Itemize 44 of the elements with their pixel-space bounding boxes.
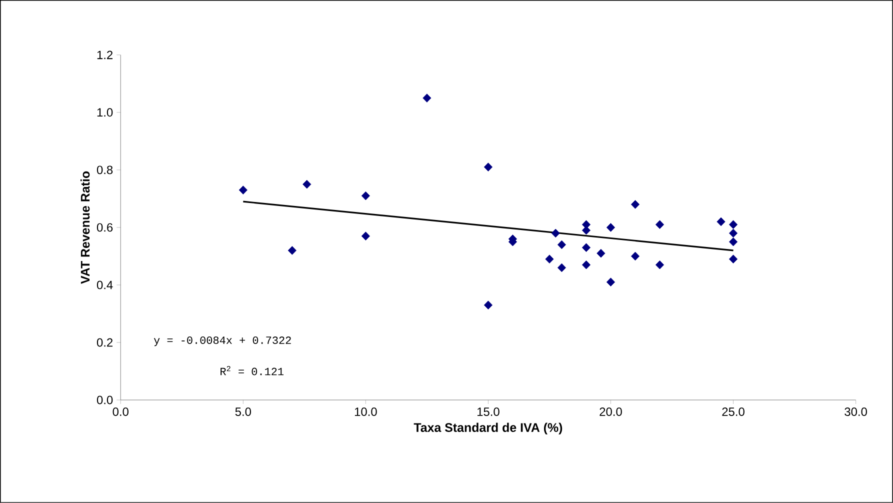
point xyxy=(655,260,664,270)
y-tick-label: 0.2 xyxy=(96,338,113,347)
y-tick-label: 1.0 xyxy=(97,108,113,117)
point xyxy=(582,260,591,270)
y-tick-label: 0.4 xyxy=(96,280,113,290)
point xyxy=(302,180,312,189)
y-tick-label: 1.2 xyxy=(97,50,113,60)
point xyxy=(361,232,370,240)
point xyxy=(630,200,640,209)
point xyxy=(582,243,591,252)
x-tick-label: 0.0 xyxy=(112,408,128,416)
point xyxy=(484,300,492,310)
point xyxy=(238,186,248,194)
point xyxy=(551,228,560,238)
y-tick-label: 0.0 xyxy=(96,396,113,404)
x-tick-label: 20.0 xyxy=(600,408,622,416)
point xyxy=(545,254,554,264)
point xyxy=(361,191,370,200)
point xyxy=(729,254,738,264)
x-axis-title: Taxa Standard de IVA (%) xyxy=(414,422,562,434)
point xyxy=(729,237,738,246)
annotation: y = -0.0084x + 0.7322 xyxy=(154,336,291,346)
x-tick-label: 25.0 xyxy=(722,408,744,416)
point xyxy=(716,217,726,226)
y-axis-title: VAT Revenue Ratio xyxy=(80,171,90,284)
x-tick-label: 30.0 xyxy=(844,408,867,416)
point xyxy=(288,246,296,255)
point xyxy=(557,240,566,250)
point xyxy=(655,220,664,229)
point xyxy=(596,248,606,258)
point xyxy=(630,252,640,261)
point xyxy=(606,278,616,287)
x-tick-label: 5.0 xyxy=(235,408,252,416)
point xyxy=(729,220,738,229)
point xyxy=(606,223,616,232)
y-tick-label: 0.8 xyxy=(96,166,113,174)
y-tick-label: 0.6 xyxy=(96,223,113,232)
point xyxy=(557,263,566,272)
point xyxy=(422,94,432,102)
x-tick-label: 15.0 xyxy=(477,408,500,416)
point xyxy=(729,228,738,238)
x-tick-label: 10.0 xyxy=(354,408,377,416)
point xyxy=(484,162,492,172)
annotation: R$^{2}$ = 0.121 xyxy=(220,366,284,376)
